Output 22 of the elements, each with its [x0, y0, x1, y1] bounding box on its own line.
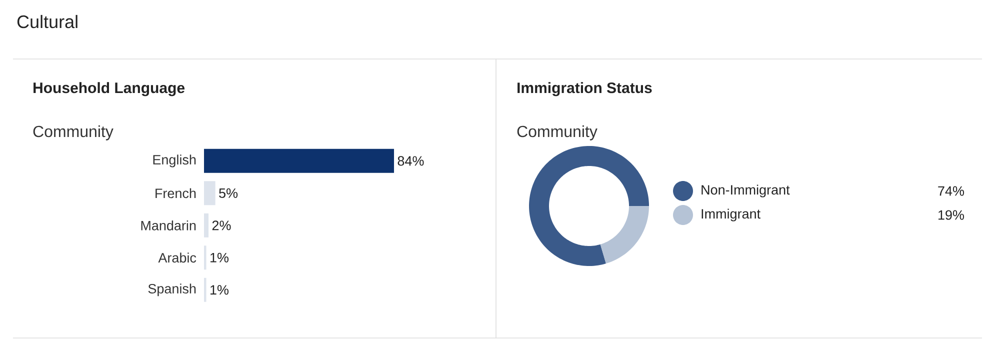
data-label: 19%	[938, 210, 964, 220]
data-label: 2%	[212, 220, 231, 230]
legend-label: Non-Immigrant	[702, 184, 790, 198]
chart-title: Immigration Status	[518, 82, 652, 96]
data-label: 84%	[398, 156, 424, 166]
bar	[204, 213, 209, 238]
data-label: 74%	[938, 186, 964, 196]
data-label: 1%	[210, 252, 228, 262]
y-tick-label: French	[156, 188, 196, 198]
y-tick-label: English	[153, 154, 196, 168]
bar	[204, 181, 216, 206]
bar	[204, 148, 394, 173]
y-tick-label: Arabic	[158, 252, 196, 263]
text: Cultural	[17, 14, 78, 28]
data-label: 5%	[219, 188, 238, 198]
y-tick-label: Spanish	[148, 284, 196, 296]
chart-title: Household Language	[34, 82, 185, 96]
text: Community	[33, 125, 114, 140]
legend-label: Immigrant	[702, 208, 760, 222]
y-tick-label: Mandarin	[141, 220, 196, 230]
data-label: 1%	[210, 285, 228, 295]
chart-subtitle: Community	[517, 125, 598, 140]
